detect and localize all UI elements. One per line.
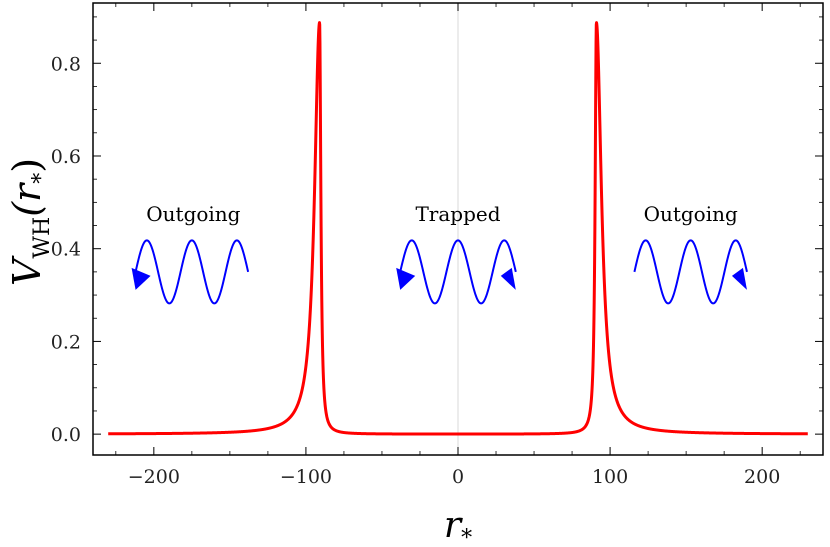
x-axis-label-sub: * — [461, 526, 472, 547]
wave-line — [134, 239, 250, 305]
wave-line — [399, 239, 517, 305]
y-axis-label-main: V — [5, 255, 49, 286]
wave-arrow — [731, 267, 747, 290]
y-tick-label: 0.0 — [51, 424, 81, 446]
y-axis-label-arg: (r — [5, 181, 49, 217]
y-tick-label: 0.8 — [51, 53, 81, 75]
annotation-label: Outgoing — [644, 202, 738, 226]
x-tick-label: −100 — [280, 466, 332, 488]
wave-arrow — [500, 267, 516, 290]
y-axis-label-sub: WH — [30, 217, 55, 259]
y-axis-label: VWH(r*) — [5, 158, 55, 286]
axis-ticks: −200 −100 0 100 200 0.0 0.2 0.4 0.6 0.8 — [51, 3, 823, 488]
annotation-label: Trapped — [415, 202, 500, 226]
wave-arrow — [131, 267, 151, 290]
y-axis-label-arg-sub: * — [29, 173, 54, 184]
y-tick-label: 0.6 — [51, 146, 81, 168]
annotations: Outgoing Trapped Outgoing — [131, 202, 748, 305]
wave-line — [633, 239, 748, 305]
x-tick-label: 100 — [592, 466, 628, 488]
x-tick-label: −200 — [128, 466, 180, 488]
x-axis-label-main: r — [444, 505, 463, 546]
annotation-label: Outgoing — [146, 202, 240, 226]
y-tick-label: 0.4 — [51, 239, 81, 261]
potential-curve — [106, 21, 810, 436]
x-tick-label: 0 — [452, 466, 464, 488]
y-axis-label-close: ) — [5, 158, 49, 173]
x-tick-label: 200 — [744, 466, 780, 488]
wave-arrow — [396, 267, 416, 290]
x-axis-label: r* — [444, 505, 472, 547]
y-tick-label: 0.2 — [51, 331, 81, 353]
